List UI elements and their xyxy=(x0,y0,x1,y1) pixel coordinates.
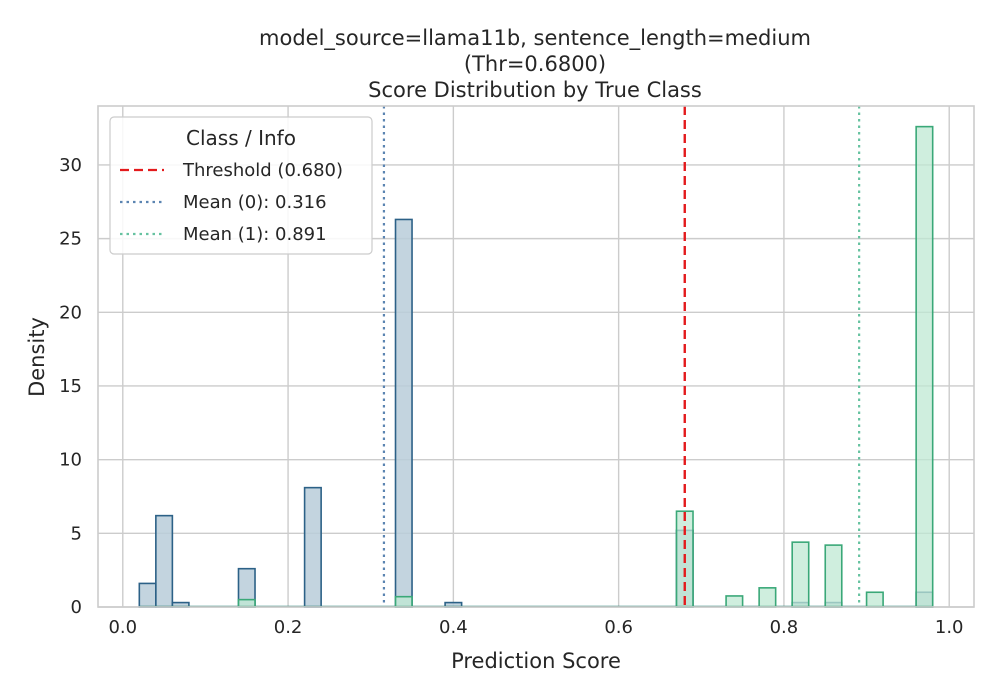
y-tick-labels: 0 5 10 15 20 25 30 xyxy=(59,155,82,618)
class-1-bar-5 xyxy=(791,541,810,608)
legend-entry-mean1: Mean (1): 0.891 xyxy=(183,224,327,245)
legend-box xyxy=(109,116,373,255)
reference-lines xyxy=(382,106,861,607)
y-axis-label: Density xyxy=(25,317,49,397)
class-1-bar-7 xyxy=(865,591,884,608)
legend-entry-mean0: Mean (0): 0.316 xyxy=(183,192,327,213)
y-tick-label-4: 20 xyxy=(59,302,82,323)
x-tick-label-4: 0.8 xyxy=(770,617,799,638)
class-0-bar-5 xyxy=(394,218,413,608)
chart-title-line-1: model_source=llama11b, sentence_length=m… xyxy=(259,26,811,51)
x-tick-label-3: 0.6 xyxy=(604,617,633,638)
y-tick-label-1: 5 xyxy=(71,523,82,544)
legend-entry-threshold: Threshold (0.680) xyxy=(182,160,343,181)
x-tick-labels: 0.0 0.2 0.4 0.6 0.8 1.0 xyxy=(108,617,963,638)
x-tick-label-5: 1.0 xyxy=(935,617,964,638)
x-tick-label-0: 0.0 xyxy=(108,617,137,638)
class-0-bars xyxy=(138,218,934,608)
class-1-bar-1 xyxy=(394,595,413,608)
class-1-bar-3 xyxy=(725,595,744,608)
chart-title-line-2: (Thr=0.6800) xyxy=(464,52,606,76)
x-tick-label-2: 0.4 xyxy=(439,617,468,638)
legend-title: Class / Info xyxy=(186,126,296,150)
y-tick-label-0: 0 xyxy=(71,597,82,618)
y-tick-label-2: 10 xyxy=(59,450,82,471)
y-tick-label-5: 25 xyxy=(59,229,82,250)
class-1-bar-8 xyxy=(915,125,934,608)
class-0-bar-4 xyxy=(303,486,322,608)
plot-frame xyxy=(97,105,975,608)
class-1-bars xyxy=(139,125,934,608)
class-0-bar-0 xyxy=(138,582,157,608)
x-axis-label: Prediction Score xyxy=(451,649,621,673)
class-0-bar-1 xyxy=(155,514,174,608)
y-tick-label-6: 30 xyxy=(59,155,82,176)
y-tick-label-3: 15 xyxy=(59,376,82,397)
legend: Class / Info Threshold (0.680) Mean (0):… xyxy=(109,116,373,255)
class-1-bar-4 xyxy=(758,587,777,608)
class-1-bar-6 xyxy=(824,544,843,608)
x-tick-label-1: 0.2 xyxy=(274,617,303,638)
chart-title-line-3: Score Distribution by True Class xyxy=(368,78,702,102)
